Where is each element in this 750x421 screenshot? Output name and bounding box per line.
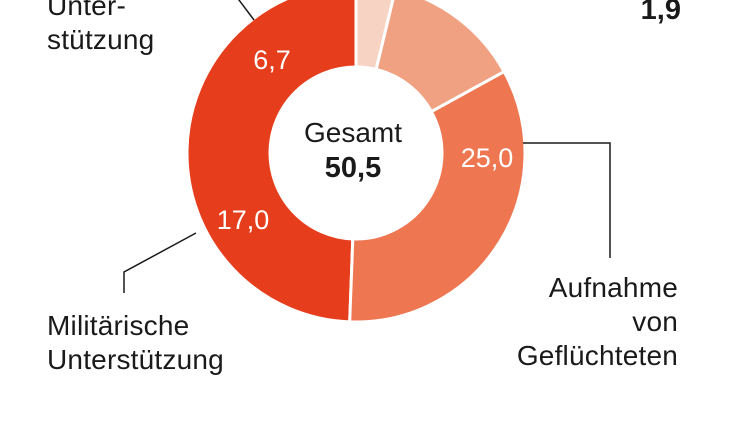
value-label-militaerisch: 17,0 <box>217 205 270 235</box>
legend-label-militaerisch: Militärische Unterstützung <box>47 310 224 375</box>
legend-label-aufnahme: Aufnahme von Geflüchteten <box>516 272 678 371</box>
donut-slices <box>185 0 527 324</box>
leader-lines <box>123 0 611 293</box>
value-label-unterstuetzung: 6,7 <box>253 45 291 75</box>
leader-line-unterstuetzung <box>238 0 255 21</box>
legend-label-unterstuetzung: Unter- stützung <box>47 0 155 55</box>
leader-line-aufnahme <box>523 142 611 258</box>
slice-unterstuetzung <box>374 0 507 114</box>
center-value: 50,5 <box>325 152 381 184</box>
leader-line-militaerisch <box>123 232 197 293</box>
slice-aufnahme <box>185 0 358 324</box>
value-label-aufnahme: 25,0 <box>461 143 514 173</box>
center-label: Gesamt <box>304 117 402 148</box>
slice-other <box>354 0 395 72</box>
slice-militaerisch <box>348 69 527 324</box>
value-label-other: 1,9 <box>641 0 681 26</box>
